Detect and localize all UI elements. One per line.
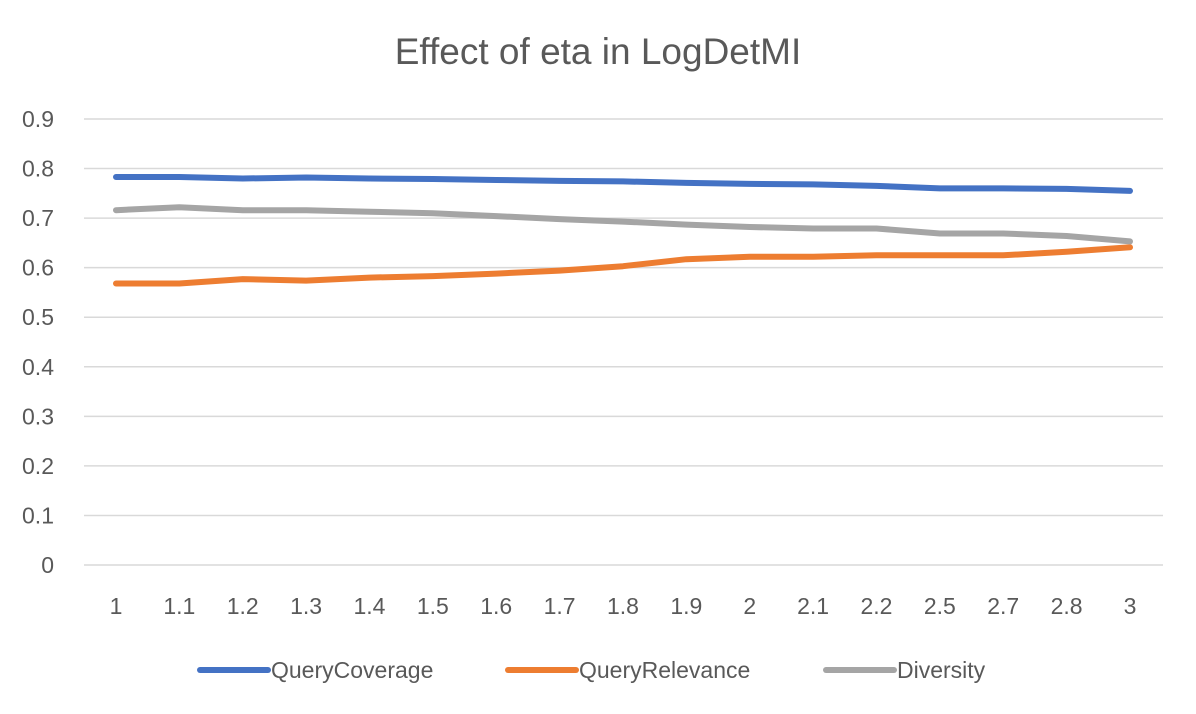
y-tick-label: 0.7	[22, 205, 54, 231]
x-tick-label: 1.3	[290, 593, 322, 619]
legend-label-queryrelevance: QueryRelevance	[579, 657, 750, 683]
x-tick-label: 1.1	[163, 593, 195, 619]
series-line-queryrelevance	[113, 244, 1133, 287]
legend-label-querycoverage: QueryCoverage	[271, 657, 433, 683]
x-tick-label: 3	[1124, 593, 1137, 619]
x-tick-label: 2	[743, 593, 756, 619]
y-tick-label: 0	[41, 552, 54, 578]
x-tick-label: 1.4	[354, 593, 386, 619]
gridlines	[84, 118, 1163, 566]
x-tick-label: 1.2	[227, 593, 259, 619]
x-axis-tick-labels: 1 1.1 1.2 1.3 1.4 1.5 1.6 1.7 1.8 1.9 2 2.1 2.2 2.5 2.…	[110, 593, 1137, 619]
y-tick-label: 0.3	[22, 403, 54, 429]
x-tick-label: 2.7	[987, 593, 1019, 619]
y-tick-label: 0.6	[22, 255, 54, 281]
legend: QueryCoverage QueryRelevance Diversity	[197, 657, 986, 683]
x-tick-label: 2.1	[797, 593, 829, 619]
x-tick-label: 1.7	[544, 593, 576, 619]
y-tick-label: 0.9	[22, 106, 54, 132]
x-tick-label: 1.9	[670, 593, 702, 619]
series-line-querycoverage	[113, 174, 1133, 194]
x-tick-label: 1.5	[417, 593, 449, 619]
y-tick-label: 0.1	[22, 502, 54, 528]
y-tick-label: 0.2	[22, 453, 54, 479]
chart-title: Effect of eta in LogDetMI	[395, 31, 802, 72]
y-tick-label: 0.4	[22, 354, 54, 380]
x-tick-label: 1.8	[607, 593, 639, 619]
y-axis-tick-labels: 0 0.1 0.2 0.3 0.4 0.5 0.6 0.7 0.8 0.9	[22, 106, 54, 578]
x-tick-label: 2.5	[924, 593, 956, 619]
x-tick-label: 2.8	[1051, 593, 1083, 619]
legend-label-diversity: Diversity	[897, 657, 986, 683]
x-tick-label: 1	[110, 593, 123, 619]
x-tick-label: 1.6	[480, 593, 512, 619]
x-tick-label: 2.2	[861, 593, 893, 619]
series-lines	[113, 174, 1133, 287]
series-line-diversity	[113, 204, 1133, 245]
y-tick-label: 0.8	[22, 156, 54, 182]
y-tick-label: 0.5	[22, 304, 54, 330]
